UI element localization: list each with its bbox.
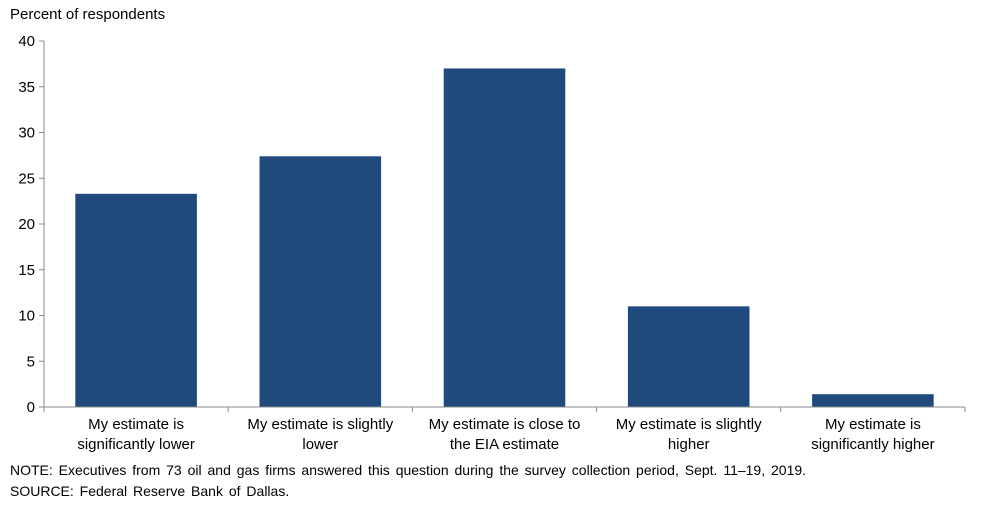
y-tick-label: 25: [18, 170, 35, 187]
y-tick-label: 40: [18, 33, 35, 50]
x-category-label: My estimate is slightly higher: [616, 416, 762, 453]
bars-layer: [75, 68, 934, 407]
bar-5: [812, 394, 934, 407]
bar-3: [443, 68, 566, 407]
chart-note: NOTE: Executives from 73 oil and gas fir…: [10, 462, 807, 478]
y-tick-label: 10: [18, 308, 35, 325]
y-tick-label: 20: [18, 216, 35, 233]
x-category-label: My estimate is slightly lower: [247, 416, 393, 453]
bar-chart: 0 5 10 15 20 25 30 35 40 My estimate is significan…: [18, 33, 966, 453]
y-tick-label: 15: [18, 262, 35, 279]
y-axis-label: Percent of respondents: [10, 6, 166, 23]
bar-2: [259, 156, 382, 407]
y-tick-label: 0: [27, 399, 35, 416]
x-category-label: My estimate is close to the EIA estimate: [429, 416, 581, 453]
x-category-label: My estimate is significantly lower: [77, 416, 195, 453]
x-category-label: My estimate is significantly higher: [811, 416, 934, 453]
y-tick-label: 35: [18, 79, 35, 96]
y-tick-label: 30: [18, 125, 35, 142]
labels-layer: 0 5 10 15 20 25 30 35 40 My estimate is significan…: [18, 33, 934, 453]
axes-layer: [39, 40, 966, 412]
bar-1: [75, 193, 197, 407]
y-tick-label: 5: [27, 353, 35, 370]
bar-4: [627, 306, 750, 407]
chart-source: SOURCE: Federal Reserve Bank of Dallas.: [10, 483, 290, 499]
